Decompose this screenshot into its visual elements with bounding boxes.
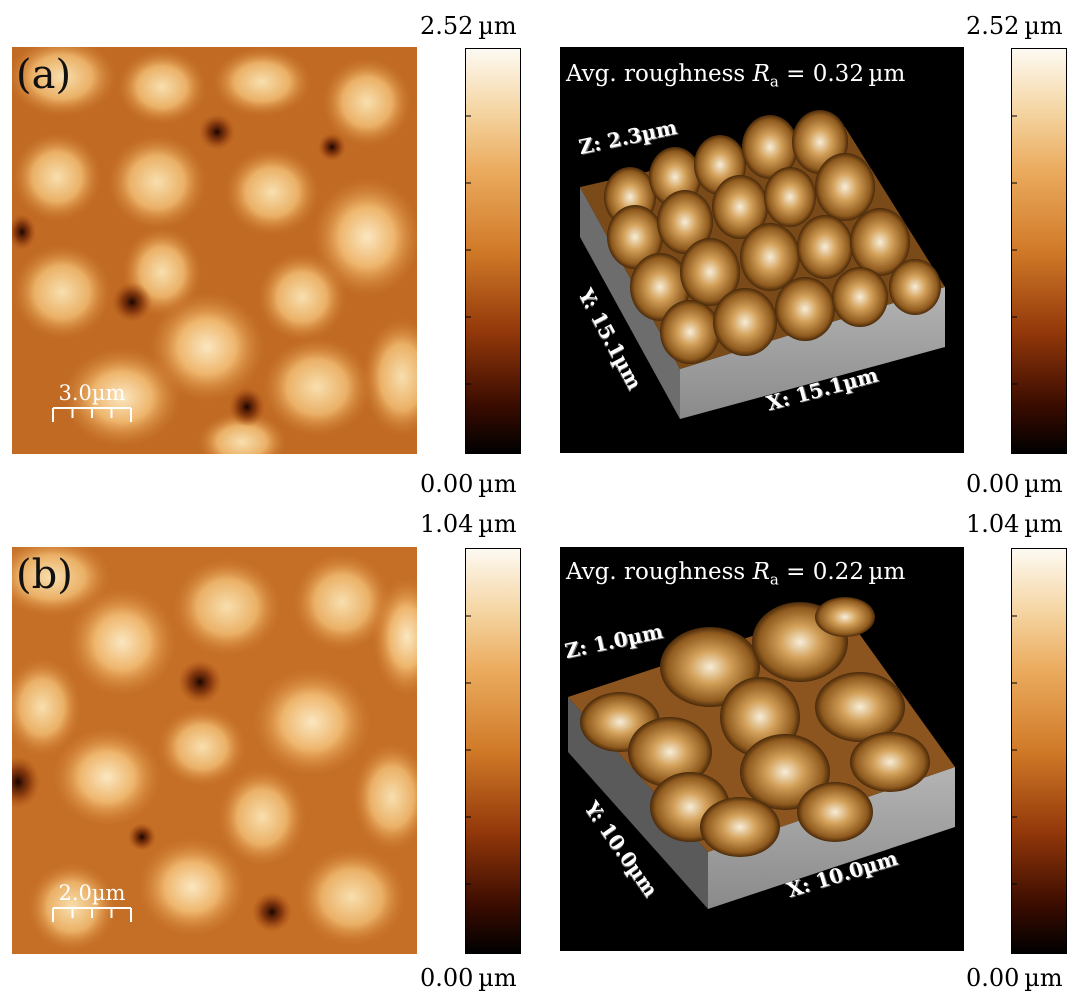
colorbar-min-label-b-right: 0.00 µm [966, 964, 1063, 992]
colorbar-max-label-a: 2.52 µm [420, 12, 517, 40]
colorbar-min-label-a-right: 0.00 µm [966, 470, 1063, 498]
scale-bar-ticks-b [52, 907, 132, 922]
colorbar-min-label-a: 0.00 µm [420, 470, 517, 498]
surface-3d-b [568, 597, 955, 909]
colorbar-gradient-b-right [1012, 549, 1066, 953]
colorbar-max-label-b: 1.04 µm [420, 510, 517, 538]
colorbar-max-label-a-right: 2.52 µm [966, 12, 1063, 40]
panel-label-b: (b) [16, 552, 73, 598]
height-map-image-b [12, 547, 417, 954]
height-map-image-a [12, 47, 417, 454]
scale-bar-label-a: 3.0µm [58, 381, 126, 405]
colorbar-a [465, 48, 521, 454]
colorbar-a-right [1011, 48, 1067, 454]
colorbar-max-label-b-right: 1.04 µm [966, 510, 1063, 538]
surface-3d-a [580, 110, 945, 419]
scale-bar-label-b: 2.0µm [58, 881, 126, 905]
scale-bar-a: 3.0µm [52, 383, 132, 428]
afm-height-map-a [12, 47, 417, 454]
afm-3d-view-b: Avg. roughness Ra = 0.22 µm Z: 1.0µm Y: … [560, 547, 964, 951]
panel-label-a: (a) [16, 52, 72, 98]
colorbar-b-right [1011, 548, 1067, 954]
afm-height-map-b [12, 547, 417, 954]
colorbar-gradient-b [466, 549, 520, 953]
roughness-label-b: Avg. roughness Ra = 0.22 µm [566, 559, 906, 589]
colorbar-gradient-a-right [1012, 49, 1066, 453]
afm-3d-view-a: Avg. roughness Ra = 0.32 µm [560, 47, 964, 453]
colorbar-gradient-a [466, 49, 520, 453]
scale-bar-b: 2.0µm [52, 883, 132, 928]
colorbar-b [465, 548, 521, 954]
colorbar-min-label-b: 0.00 µm [420, 964, 517, 992]
scale-bar-ticks-a [52, 407, 132, 422]
roughness-label-a: Avg. roughness Ra = 0.32 µm [566, 61, 906, 91]
